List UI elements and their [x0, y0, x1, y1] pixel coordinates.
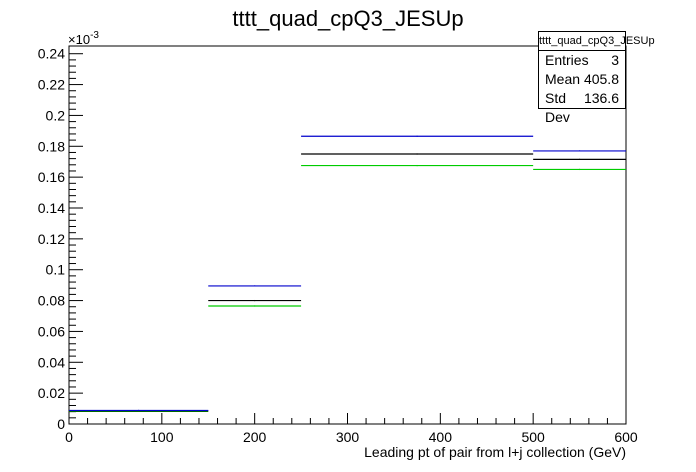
stats-value: 136.6 [583, 90, 619, 106]
y-tick-label: 0.04 [38, 354, 65, 370]
y-tick-label: 0.16 [38, 169, 65, 185]
y-tick-label: 0 [57, 416, 65, 432]
stats-label: Entries [545, 52, 589, 68]
x-axis: 0 100 200 300 400 500 600 [65, 413, 638, 445]
x-tick-label: 500 [521, 429, 545, 445]
histogram-series [69, 153, 626, 412]
stats-row-entries: Entries 3 [539, 51, 625, 70]
x-axis-label: Leading pt of pair from l+j collection (… [364, 444, 626, 460]
y-tick-label: 0.24 [38, 46, 65, 62]
y-tick-label: 0.18 [38, 138, 65, 154]
x-tick-label: 400 [429, 429, 453, 445]
stats-title: tttt_quad_cpQ3_JESUp [539, 32, 655, 51]
y-tick-label: 0.2 [46, 107, 66, 123]
histogram-series [69, 135, 626, 412]
x-tick-label: 0 [65, 429, 73, 445]
y-tick-label: 0.08 [38, 293, 65, 309]
y-tick-label: 0.14 [38, 200, 65, 216]
chart-title: tttt_quad_cpQ3_JESUp [232, 6, 463, 31]
y-tick-label: 0.02 [38, 385, 65, 401]
x-tick-label: 200 [243, 429, 267, 445]
x-tick-label: 600 [614, 429, 638, 445]
stats-box: tttt_quad_cpQ3_JESUp Entries 3 Mean 405.… [538, 31, 655, 125]
y-tick-label: 0.06 [38, 323, 65, 339]
histogram-series [69, 164, 626, 412]
stats-value: 3 [611, 52, 619, 68]
x-tick-label: 100 [150, 429, 174, 445]
stats-value: 405.8 [583, 71, 619, 87]
stats-row-stddev: Std Dev 136.6 [539, 89, 625, 125]
stats-label: Std Dev [545, 90, 570, 125]
x-tick-label: 300 [336, 429, 360, 445]
y-tick-label: 0.1 [46, 262, 66, 278]
stats-label: Mean [545, 71, 581, 87]
y-tick-label: 0.22 [38, 77, 65, 93]
y-tick-label: 0.12 [38, 231, 65, 247]
y-axis-exponent-label: ×10-3 [68, 30, 99, 47]
y-axis: 0 0.02 0.04 0.06 0.08 0.1 0.12 0.14 0.16 0.18 0.2 0… [38, 46, 83, 432]
stats-row-mean: Mean 405.8 [539, 70, 625, 89]
histogram-bins [69, 135, 626, 412]
